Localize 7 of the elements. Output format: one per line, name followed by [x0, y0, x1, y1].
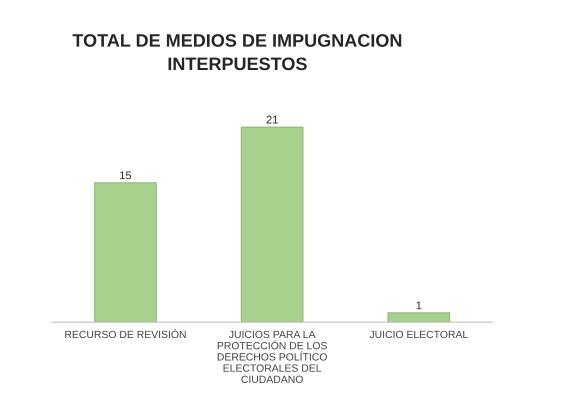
- data-label: 15: [120, 172, 132, 180]
- x-tick-label: JUICIOS PARA LA PROTECCIÓN DE LOS DERECHOS POLÍTICO ELECTORALES DEL CIUDADANO: [218, 330, 327, 384]
- x-tick-label: RECURSO DE REVISIÓN: [65, 328, 186, 338]
- data-label: 21: [266, 116, 278, 124]
- chart-title: TOTAL DE MEDIOS DE IMPUGNACION INTERPUESTOS: [72, 34, 402, 70]
- x-tick-label: JUICIO ELECTORAL: [370, 330, 468, 338]
- data-label: 1: [416, 302, 422, 310]
